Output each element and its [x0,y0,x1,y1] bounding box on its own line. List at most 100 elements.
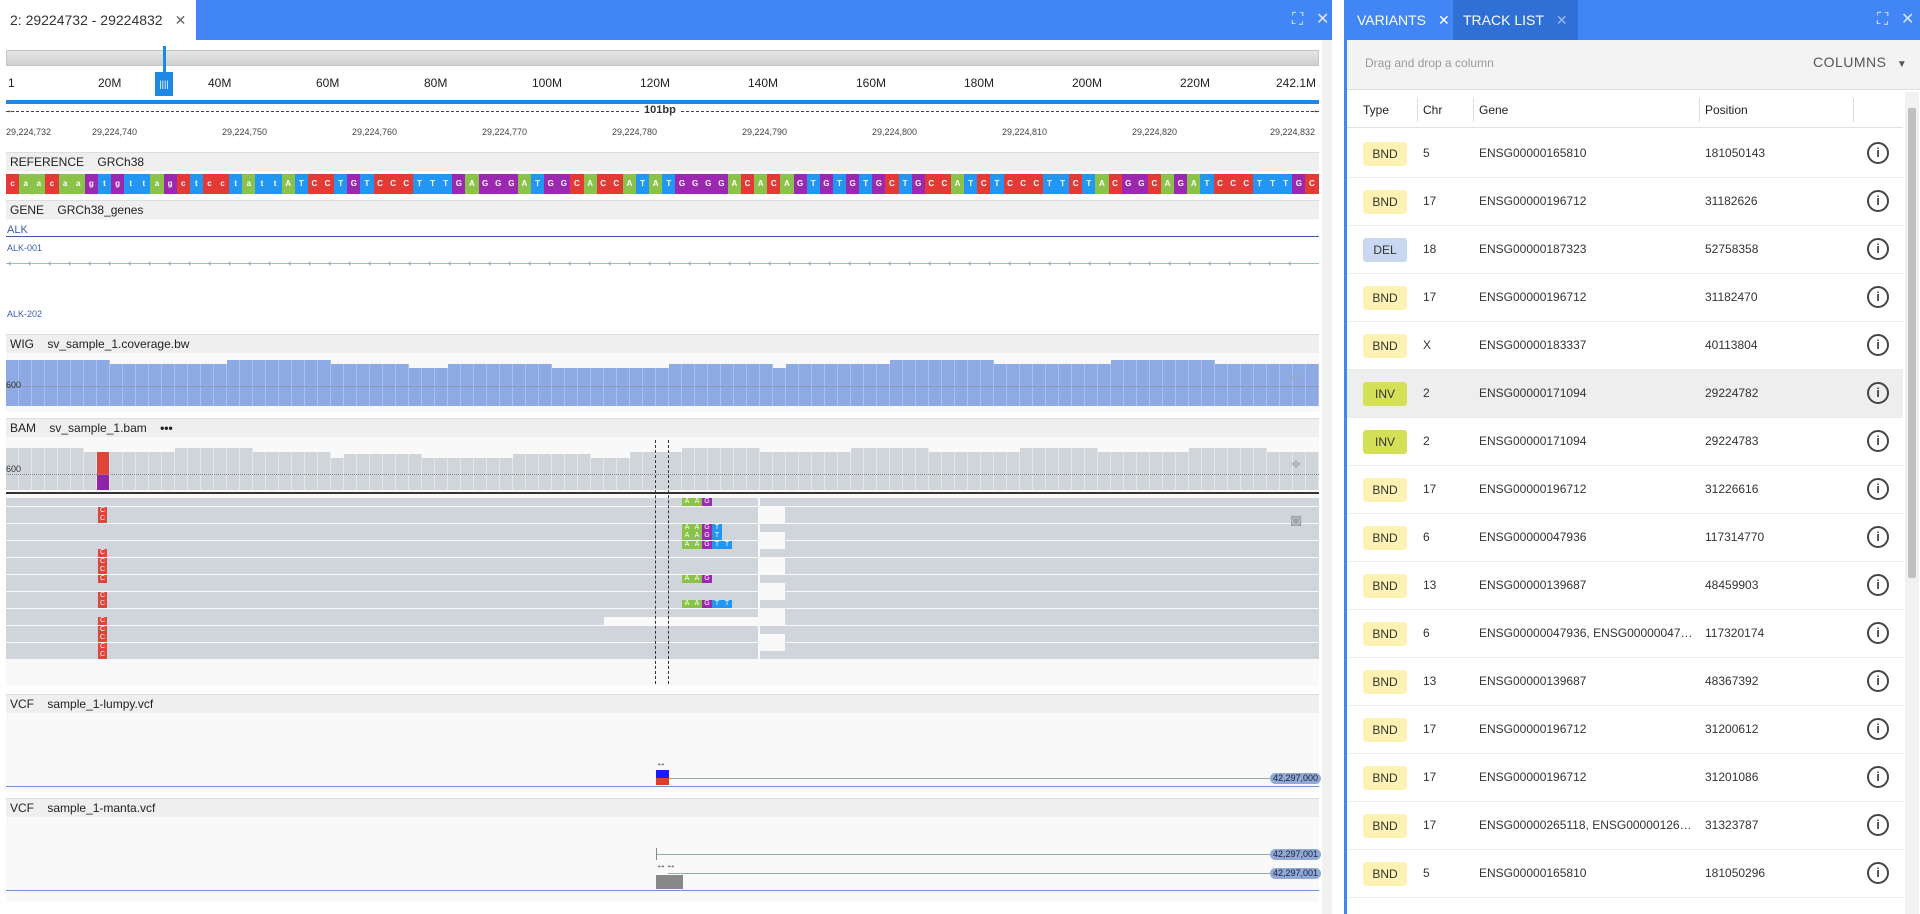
group-drop-zone[interactable] [1347,40,1920,90]
chromosome-ideogram[interactable] [6,50,1319,66]
aligned-read[interactable] [785,591,1319,600]
column-header-chr[interactable]: Chr [1423,103,1443,117]
info-icon[interactable]: i [1867,430,1889,452]
info-icon[interactable]: i [1867,718,1889,740]
aligned-read[interactable] [6,515,758,523]
aligned-read[interactable] [6,540,758,549]
sv-variant-marker[interactable] [656,778,669,785]
aligned-read[interactable] [760,651,1319,659]
aligned-read[interactable] [785,642,1319,651]
variant-row[interactable]: BND 13 ENSG00000139687 48459903 i [1347,562,1903,610]
variant-row[interactable]: BND X ENSG00000183337 40113804 i [1347,322,1903,370]
locus-tab[interactable]: 2: 29224732 - 29224832 ✕ [0,0,197,40]
aligned-read[interactable] [6,651,758,659]
aligned-read[interactable] [6,532,758,540]
column-separator[interactable] [1417,98,1418,122]
sv-variant-marker[interactable] [656,770,669,778]
left-scrollbar[interactable] [1322,40,1332,914]
info-icon[interactable]: i [1867,574,1889,596]
aligned-read[interactable] [785,617,1319,625]
aligned-read[interactable] [785,566,1319,574]
variant-row[interactable]: DEL 18 ENSG00000187323 52758358 i [1347,226,1903,274]
variant-row[interactable]: BND 17 ENSG00000265118, ENSG00000126… 31323… [1347,802,1903,850]
close-icon[interactable]: ✕ [1555,11,1568,28]
info-icon[interactable]: i [1867,670,1889,692]
variant-row[interactable]: BND 17 ENSG00000196712 31182626 i [1347,178,1903,226]
column-separator[interactable] [1853,98,1854,122]
info-icon[interactable]: i [1867,334,1889,356]
aligned-read[interactable] [6,608,758,617]
column-separator[interactable] [1473,98,1474,122]
aligned-read[interactable] [6,642,758,651]
info-icon[interactable]: i [1867,142,1889,164]
close-icon[interactable]: ✕ [174,11,187,28]
info-icon[interactable]: i [1867,766,1889,788]
info-icon[interactable]: i [1867,862,1889,884]
arrow-left-icon[interactable]: ← [1287,364,1305,384]
variant-row[interactable]: INV 2 ENSG00000171094 29224782 i [1347,370,1903,418]
aligned-read[interactable] [6,574,758,583]
track-menu-button[interactable]: ••• [160,421,173,435]
aligned-read[interactable] [785,557,1319,566]
aligned-read[interactable] [760,549,1319,557]
variant-row[interactable]: BND 6 ENSG00000047936 117314770 i [1347,514,1903,562]
variant-row[interactable]: BND 6 ENSG00000047936, ENSG00000047… 117320… [1347,610,1903,658]
info-icon[interactable]: i [1867,286,1889,308]
aligned-read[interactable] [760,498,1319,506]
variant-row[interactable]: INV 2 ENSG00000171094 29224783 i [1347,418,1903,466]
info-icon[interactable]: i [1867,382,1889,404]
aligned-read[interactable] [760,600,1319,608]
columns-button[interactable]: COLUMNS ▼ [1813,54,1907,70]
tab-variants[interactable]: VARIANTS ✕ [1347,0,1460,40]
variant-row[interactable]: BND 17 ENSG00000196712 31200612 i [1347,706,1903,754]
aligned-read[interactable] [6,498,758,506]
close-pane-icon[interactable]: ✕ [1316,11,1330,28]
info-icon[interactable]: i [1867,190,1889,212]
aligned-read[interactable] [785,608,1319,617]
info-icon[interactable]: i [1867,478,1889,500]
aligned-read[interactable] [6,591,758,600]
aligned-read[interactable] [6,557,758,566]
aligned-read[interactable] [785,532,1319,540]
aligned-read[interactable] [6,625,758,634]
aligned-read[interactable] [6,549,758,557]
aligned-read[interactable] [6,583,758,591]
column-header-type[interactable]: Type [1363,103,1390,117]
variant-row[interactable]: BND 5 ENSG00000165810 181050296 i [1347,850,1903,898]
close-icon[interactable]: ✕ [1437,11,1450,28]
aligned-read[interactable] [785,506,1319,515]
sv-variant-marker[interactable] [656,875,683,889]
transcript-label[interactable]: ALK-202 [7,309,43,319]
aligned-read[interactable] [785,583,1319,591]
info-icon[interactable]: i [1867,238,1889,260]
maximize-icon[interactable]: ⛶ [1877,11,1889,28]
close-pane-icon[interactable]: ✕ [1901,11,1915,28]
transcript-label[interactable]: ALK-001 [7,243,43,253]
info-icon[interactable]: i [1867,814,1889,836]
column-separator[interactable] [1699,98,1700,122]
aligned-read[interactable] [760,625,1319,634]
variant-row[interactable]: BND 17 ENSG00000196712 31226616 i [1347,466,1903,514]
ideogram-viewport-handle[interactable]: |||| [155,72,173,96]
scroll-thumb[interactable] [1908,108,1916,578]
info-icon[interactable]: i [1867,622,1889,644]
column-header-position[interactable]: Position [1705,103,1748,117]
aligned-read[interactable] [6,566,758,574]
aligned-read[interactable] [785,515,1319,523]
gene-name[interactable]: ALK [7,224,28,236]
aligned-read[interactable] [785,634,1319,642]
aligned-read[interactable] [6,506,758,515]
aligned-read[interactable] [760,523,1319,532]
variant-row[interactable]: BND 5 ENSG00000165810 181050143 i [1347,130,1903,178]
column-header-gene[interactable]: Gene [1479,103,1509,117]
tab-track-list[interactable]: TRACK LIST ✕ [1453,0,1578,40]
camera-icon[interactable]: ◙ [1290,510,1302,530]
aligned-read[interactable] [6,634,758,642]
aligned-read[interactable] [760,574,1319,583]
